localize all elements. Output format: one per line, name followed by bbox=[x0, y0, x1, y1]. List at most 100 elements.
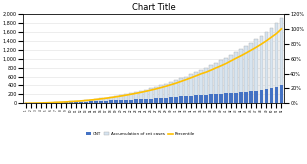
Percentile bbox=[189, 77, 193, 79]
Bar bbox=[280, 85, 283, 103]
Bar bbox=[235, 93, 238, 103]
Bar bbox=[194, 95, 198, 103]
Bar bbox=[154, 87, 158, 103]
Bar bbox=[114, 100, 118, 103]
Bar bbox=[74, 101, 78, 103]
Percentile bbox=[44, 102, 48, 104]
Bar bbox=[129, 100, 133, 103]
Bar bbox=[224, 58, 228, 103]
Bar bbox=[199, 70, 203, 103]
Bar bbox=[104, 101, 108, 103]
Bar bbox=[54, 102, 57, 103]
Bar bbox=[139, 99, 143, 103]
Bar bbox=[194, 72, 198, 103]
Bar bbox=[144, 99, 148, 103]
Bar bbox=[109, 97, 113, 103]
Bar bbox=[169, 97, 173, 103]
Bar bbox=[179, 78, 183, 103]
Bar bbox=[220, 94, 223, 103]
Bar bbox=[209, 65, 213, 103]
Bar bbox=[164, 84, 168, 103]
Bar bbox=[220, 60, 223, 103]
Legend: CNT, Accumulation of cnt cases, Percentile: CNT, Accumulation of cnt cases, Percenti… bbox=[84, 130, 197, 138]
Line: Percentile: Percentile bbox=[25, 29, 282, 103]
Bar bbox=[259, 36, 263, 103]
Bar bbox=[89, 101, 93, 103]
Bar bbox=[69, 101, 72, 103]
Bar bbox=[239, 92, 243, 103]
Bar bbox=[224, 93, 228, 103]
Bar bbox=[184, 76, 188, 103]
Bar bbox=[270, 28, 273, 103]
Bar bbox=[49, 102, 52, 103]
Bar bbox=[109, 100, 113, 103]
Bar bbox=[244, 46, 248, 103]
Bar bbox=[214, 63, 218, 103]
Bar bbox=[124, 94, 128, 103]
Bar bbox=[259, 90, 263, 103]
Bar bbox=[64, 102, 68, 103]
Bar bbox=[59, 102, 63, 103]
Bar bbox=[114, 96, 118, 103]
Bar bbox=[199, 95, 203, 103]
Bar bbox=[204, 68, 208, 103]
Bar bbox=[164, 98, 168, 103]
Bar bbox=[184, 96, 188, 103]
Bar bbox=[79, 101, 83, 103]
Bar bbox=[169, 82, 173, 103]
Bar bbox=[99, 98, 103, 103]
Bar bbox=[204, 95, 208, 103]
Bar bbox=[255, 39, 258, 103]
Bar bbox=[174, 97, 178, 103]
Bar bbox=[159, 98, 163, 103]
Percentile bbox=[114, 96, 118, 98]
Bar bbox=[239, 49, 243, 103]
Percentile bbox=[280, 28, 283, 30]
Bar bbox=[265, 32, 268, 103]
Bar bbox=[235, 52, 238, 103]
Bar bbox=[59, 102, 63, 103]
Bar bbox=[124, 100, 128, 103]
Bar bbox=[134, 92, 138, 103]
Bar bbox=[229, 93, 233, 103]
Bar bbox=[134, 99, 138, 103]
Bar bbox=[139, 91, 143, 103]
Bar bbox=[274, 23, 278, 103]
Bar bbox=[244, 92, 248, 103]
Bar bbox=[280, 18, 283, 103]
Bar bbox=[89, 100, 93, 103]
Bar bbox=[149, 99, 153, 103]
Bar bbox=[144, 90, 148, 103]
Bar bbox=[209, 94, 213, 103]
Bar bbox=[99, 101, 103, 103]
Percentile bbox=[24, 102, 27, 104]
Percentile bbox=[179, 80, 183, 82]
Bar bbox=[265, 90, 268, 103]
Bar bbox=[104, 98, 108, 103]
Bar bbox=[250, 43, 253, 103]
Bar bbox=[119, 100, 123, 103]
Bar bbox=[179, 96, 183, 103]
Bar bbox=[255, 91, 258, 103]
Bar bbox=[54, 102, 57, 103]
Bar bbox=[74, 102, 78, 103]
Bar bbox=[84, 102, 87, 103]
Bar bbox=[69, 102, 72, 103]
Bar bbox=[189, 96, 193, 103]
Bar bbox=[274, 87, 278, 103]
Bar bbox=[119, 95, 123, 103]
Bar bbox=[79, 102, 83, 103]
Bar bbox=[84, 100, 87, 103]
Bar bbox=[94, 101, 98, 103]
Bar bbox=[154, 98, 158, 103]
Bar bbox=[174, 80, 178, 103]
Bar bbox=[49, 102, 52, 103]
Title: Chart Title: Chart Title bbox=[132, 3, 175, 12]
Bar bbox=[229, 55, 233, 103]
Percentile bbox=[144, 90, 148, 92]
Bar bbox=[94, 99, 98, 103]
Bar bbox=[149, 88, 153, 103]
Bar bbox=[214, 94, 218, 103]
Bar bbox=[250, 92, 253, 103]
Percentile bbox=[259, 43, 263, 45]
